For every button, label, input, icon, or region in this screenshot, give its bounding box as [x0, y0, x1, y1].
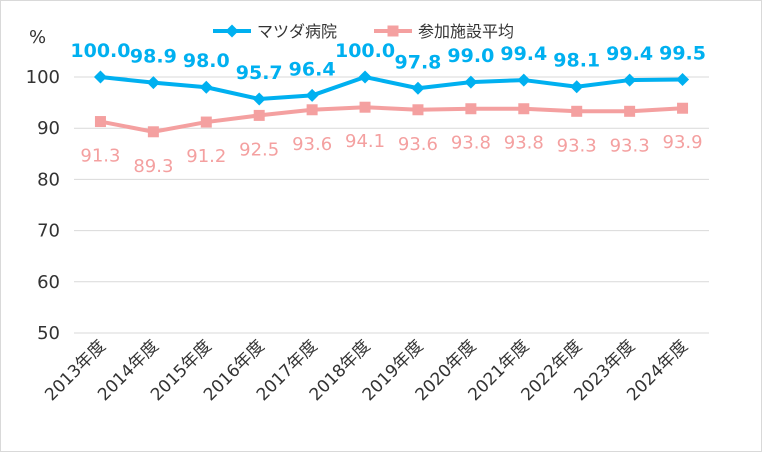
y-tick-label: 50 [37, 323, 60, 344]
data-point [677, 102, 689, 114]
data-point [570, 80, 584, 94]
data-label: 91.3 [80, 146, 120, 167]
data-label: 98.0 [183, 50, 230, 72]
data-label: 92.5 [239, 139, 279, 160]
data-label: 97.8 [395, 51, 442, 73]
data-point [517, 73, 531, 87]
data-label: 93.8 [504, 133, 544, 154]
data-point [94, 116, 106, 128]
legend-label: 参加施設平均 [418, 22, 514, 41]
data-label: 89.3 [133, 156, 173, 177]
data-label: 99.4 [606, 43, 653, 65]
data-label: 93.8 [451, 133, 491, 154]
data-label: 93.6 [398, 134, 438, 155]
data-label: 96.4 [289, 58, 336, 80]
y-axis-ticks: 50 60 70 80 90 100 [26, 67, 60, 344]
data-point [200, 116, 212, 128]
data-point [412, 104, 424, 116]
data-point [518, 103, 530, 115]
data-point [465, 103, 477, 115]
data-point [147, 126, 159, 138]
data-point [358, 70, 372, 84]
data-point [359, 101, 371, 113]
grid-lines [74, 76, 709, 334]
y-tick-label: 70 [37, 221, 60, 242]
data-label: 93.3 [557, 135, 597, 156]
x-axis-ticks: 2013年度2014年度2015年度2016年度2017年度2018年度2019… [41, 336, 692, 405]
data-label: 93.6 [292, 134, 332, 155]
data-label: 98.9 [130, 46, 177, 68]
data-point [146, 76, 160, 90]
legend-label: マツダ病院 [257, 22, 337, 41]
data-point [624, 105, 636, 117]
legend: マツダ病院 参加施設平均 [213, 22, 514, 41]
data-label: 99.4 [500, 43, 547, 65]
data-label: 99.0 [447, 45, 494, 67]
data-point [252, 92, 266, 106]
y-tick-label: 80 [37, 169, 60, 190]
data-point [411, 81, 425, 95]
data-label: 93.9 [663, 132, 703, 153]
legend-marker [225, 24, 239, 38]
data-point [623, 73, 637, 87]
data-label: 93.3 [610, 135, 650, 156]
data-point [305, 88, 319, 102]
data-label: 100.0 [335, 40, 395, 62]
data-label: 91.2 [186, 146, 226, 167]
series-line [100, 75, 683, 102]
y-tick-label: 100 [26, 67, 60, 88]
y-unit-label: % [29, 27, 46, 48]
data-point [199, 80, 213, 94]
series-line [100, 105, 683, 134]
legend-marker [387, 25, 399, 37]
series-layer [93, 70, 690, 138]
data-label: 98.1 [553, 50, 600, 72]
data-label: 95.7 [236, 62, 283, 84]
data-label: 100.0 [70, 40, 130, 62]
y-tick-label: 60 [37, 272, 60, 293]
data-label: 94.1 [345, 131, 385, 152]
data-point [253, 109, 265, 121]
data-point [676, 73, 690, 87]
data-point [93, 70, 107, 84]
data-point [306, 104, 318, 116]
data-point [464, 75, 478, 89]
data-label: 99.5 [659, 43, 706, 65]
y-tick-label: 90 [37, 118, 60, 139]
data-point [571, 105, 583, 117]
